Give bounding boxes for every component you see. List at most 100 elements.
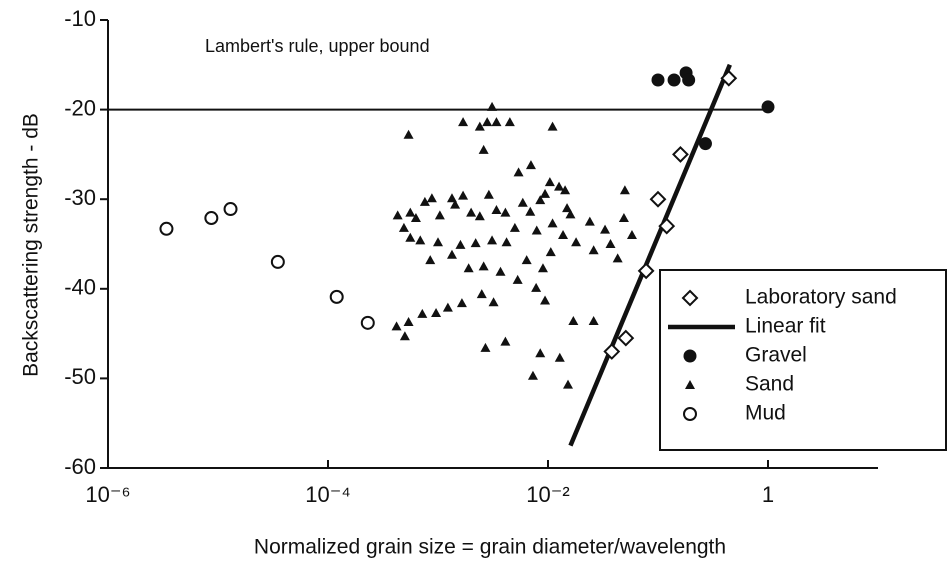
triangle-marker <box>415 235 426 245</box>
triangle-marker <box>403 316 414 326</box>
triangle-marker <box>558 230 569 240</box>
y-tick-label: -40 <box>64 275 96 300</box>
legend-swatch <box>683 407 697 421</box>
triangle-marker <box>482 117 493 127</box>
x-tick-label: 1 <box>762 482 774 507</box>
y-tick-label: -10 <box>64 6 96 31</box>
triangle-marker <box>537 263 548 273</box>
triangle-marker <box>417 308 428 318</box>
triangle-marker <box>487 235 498 245</box>
diamond-marker <box>720 69 738 87</box>
x-tick-label: 10⁻⁴ <box>305 482 351 507</box>
triangle-marker <box>521 255 532 265</box>
diamond-marker <box>637 262 655 280</box>
triangle-marker <box>442 302 453 312</box>
triangle-marker <box>544 177 555 187</box>
triangle-marker <box>450 199 461 209</box>
mud-marker <box>329 289 344 304</box>
triangle-marker <box>540 295 551 305</box>
triangle-marker <box>547 121 558 131</box>
diamond-marker <box>672 145 689 163</box>
triangle-marker <box>562 203 573 213</box>
triangle-marker <box>410 213 421 223</box>
x-axis-title: Normalized grain size = grain diameter/w… <box>254 536 726 559</box>
triangle-marker <box>491 204 502 214</box>
triangle-marker <box>554 181 565 191</box>
triangle-marker <box>455 239 466 249</box>
triangle-marker <box>500 207 511 217</box>
triangle-marker <box>426 193 437 203</box>
triangle-marker <box>474 121 485 131</box>
y-tick-label: -20 <box>64 95 96 120</box>
gravel-marker <box>651 73 665 87</box>
triangle-marker <box>478 144 489 154</box>
legend-swatch <box>683 349 697 363</box>
triangle-marker <box>584 216 595 226</box>
diamond-marker <box>603 343 621 360</box>
triangle-marker <box>513 167 524 177</box>
triangle-marker <box>501 237 512 247</box>
triangle-marker <box>565 209 576 219</box>
legend-swatch <box>685 380 695 389</box>
diamond-marker <box>658 217 676 235</box>
triangle-marker <box>474 211 485 221</box>
triangle-marker <box>588 316 599 326</box>
legend-label: Linear fit <box>745 315 826 338</box>
y-tick-label: -30 <box>64 185 96 210</box>
triangle-marker <box>398 222 409 232</box>
diamond-marker <box>649 190 667 208</box>
gravel-marker <box>698 137 712 151</box>
legend-label: Laboratory sand <box>745 286 897 309</box>
triangle-marker <box>419 196 430 206</box>
triangle-marker <box>563 379 574 389</box>
plot-area: -60 -50 -40 -30 -20 -10 10⁻⁶ 10⁻⁴ 10⁻² 1 <box>64 6 878 507</box>
gravel-marker <box>682 73 696 87</box>
triangle-marker <box>480 342 491 352</box>
triangle-marker <box>478 261 489 271</box>
triangle-marker <box>545 247 556 257</box>
diamond-marker <box>617 329 635 347</box>
triangle-marker <box>504 117 515 127</box>
gravel-marker <box>761 100 775 114</box>
triangle-marker <box>431 307 442 317</box>
triangle-marker <box>405 207 416 217</box>
triangle-marker <box>560 185 571 195</box>
mud-marker <box>360 315 375 330</box>
triangle-marker <box>512 274 523 284</box>
triangle-marker <box>391 321 402 331</box>
triangle-marker <box>470 238 481 248</box>
x-tick-label: 10⁻⁶ <box>85 482 130 507</box>
triangle-marker <box>619 185 630 195</box>
triangle-marker <box>463 263 474 273</box>
triangle-marker <box>500 336 511 346</box>
legend: Laboratory sand Linear fit Gravel Sand Mud <box>668 286 897 425</box>
triangle-marker <box>535 348 546 358</box>
triangle-marker <box>446 193 457 203</box>
gravel-marker <box>667 73 681 87</box>
y-tick-label: -60 <box>64 454 96 479</box>
y-tick-label: -50 <box>64 364 96 389</box>
triangle-marker <box>456 298 467 308</box>
legend-label: Gravel <box>745 344 807 367</box>
triangle-marker <box>535 195 546 205</box>
triangle-marker <box>509 222 520 232</box>
triangle-marker <box>618 213 629 223</box>
triangle-marker <box>600 224 611 234</box>
legend-label: Mud <box>745 402 786 425</box>
triangle-marker <box>458 117 469 127</box>
triangle-marker <box>525 160 536 170</box>
legend-label: Sand <box>745 373 794 396</box>
mud-marker <box>159 221 174 236</box>
triangle-marker <box>525 206 536 216</box>
triangle-marker <box>491 117 502 127</box>
mud-marker <box>223 202 238 217</box>
triangle-marker <box>458 190 469 200</box>
triangle-marker <box>612 253 623 263</box>
triangle-marker <box>487 101 498 111</box>
triangle-marker <box>483 189 494 199</box>
fit-line <box>568 63 732 447</box>
triangle-marker <box>446 249 457 259</box>
triangle-marker <box>488 297 499 307</box>
